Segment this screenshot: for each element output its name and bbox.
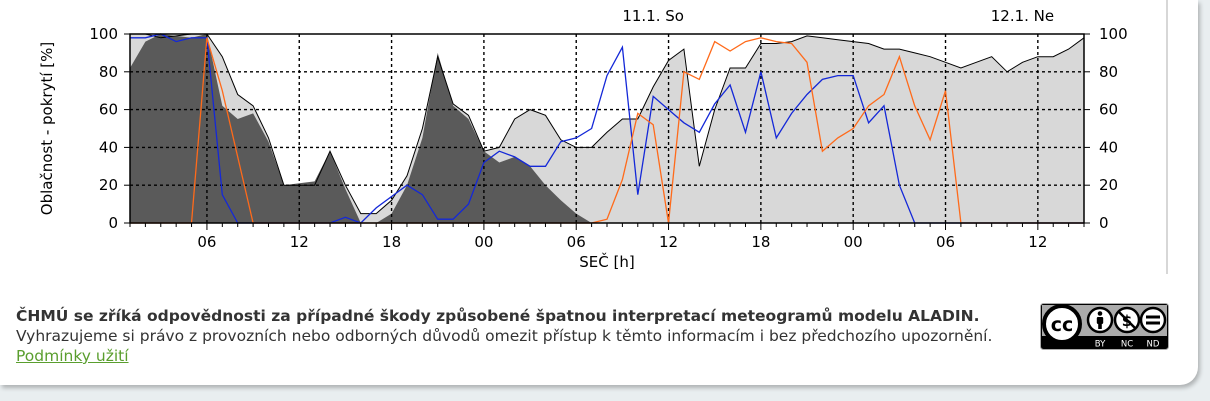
nc-dollar-icon: $ (1113, 306, 1141, 334)
by-person-icon (1086, 306, 1114, 334)
x-tick-label: 18 (751, 233, 770, 251)
x-tick-label: 00 (844, 233, 863, 251)
low-cloud-area (130, 34, 1084, 223)
disclaimer-body: Vyhrazujeme si právo z provozních nebo o… (16, 327, 993, 345)
x-tick-label: 06 (567, 233, 586, 251)
y-tick-label-right: 0 (1099, 214, 1109, 232)
y-tick-label-right: 100 (1099, 25, 1128, 43)
x-axis-title: SEČ [h] (579, 252, 634, 271)
day-label: 11.1. So (622, 7, 684, 25)
x-tick-label: 00 (474, 233, 493, 251)
column-divider (1166, 0, 1168, 274)
y-tick-label-right: 40 (1099, 138, 1118, 156)
nd-equals-icon (1139, 306, 1167, 334)
disclaimer-bold: ČHMÚ se zříká odpovědnosti za případné š… (16, 307, 980, 325)
y-axis-title: Oblačnost - pokrytí [%] (38, 42, 56, 215)
x-tick-label: 06 (936, 233, 955, 251)
cc-nc-label: NC (1121, 340, 1133, 350)
cc-by-label: BY (1095, 340, 1106, 350)
y-tick-label-right: 60 (1099, 101, 1118, 119)
x-tick-label: 12 (659, 233, 678, 251)
total-cloud-outline (130, 33, 1085, 215)
x-tick-label: 18 (382, 233, 401, 251)
y-tick-label: 60 (99, 101, 118, 119)
svg-text:cc: cc (1051, 314, 1074, 336)
terms-of-use-link[interactable]: Podmínky užití (16, 347, 129, 365)
x-tick-label: 12 (1028, 233, 1047, 251)
y-tick-label: 40 (99, 138, 118, 156)
day-label: 12.1. Ne (991, 7, 1054, 25)
total-cloud-area (130, 34, 1084, 223)
y-tick-label-right: 20 (1099, 176, 1118, 194)
y-tick-label: 0 (108, 214, 118, 232)
cc-nd-label: ND (1147, 340, 1160, 350)
cc-license-badge[interactable]: cc $ BY NC ND (1040, 303, 1170, 351)
y-tick-label: 20 (99, 176, 118, 194)
x-tick-label: 12 (290, 233, 309, 251)
disclaimer-text: ČHMÚ se zříká odpovědnosti za případné š… (16, 306, 1006, 366)
y-tick-label: 100 (89, 25, 118, 43)
cc-icon: cc (1042, 304, 1082, 344)
y-tick-label: 80 (99, 63, 118, 81)
x-tick-label: 06 (197, 233, 216, 251)
y-tick-label-right: 80 (1099, 63, 1118, 81)
